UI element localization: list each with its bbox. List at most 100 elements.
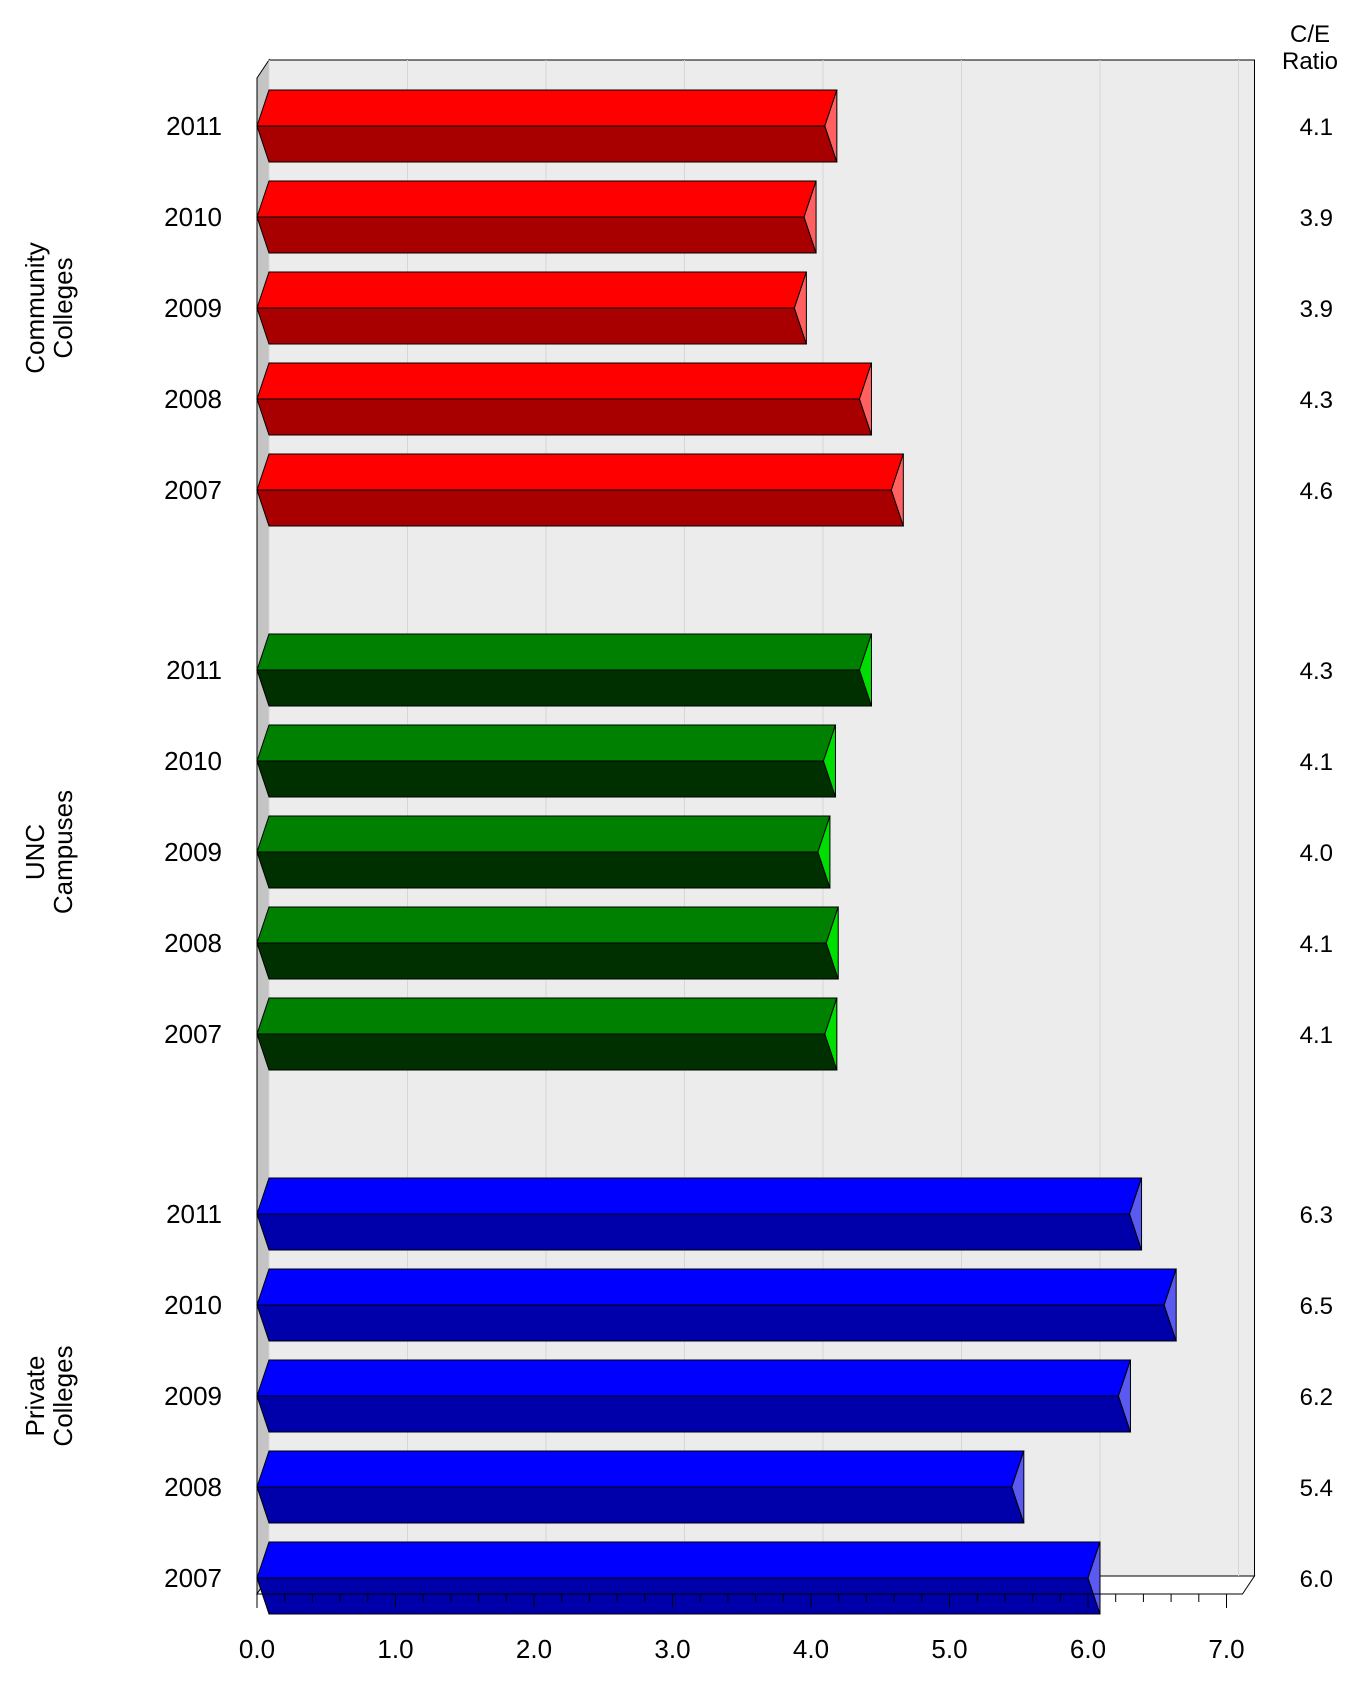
bar-bottom-face xyxy=(256,216,817,254)
bar-end-cap xyxy=(1117,1359,1131,1433)
bar-end-cap xyxy=(1129,1177,1143,1251)
x-tick-label: 1.0 xyxy=(377,1634,413,1664)
year-label: 2007 xyxy=(164,475,222,505)
group-label: PrivateColleges xyxy=(20,1345,78,1446)
bar-top-face xyxy=(256,633,873,671)
bar-top-face xyxy=(256,997,838,1035)
bar-bottom-face xyxy=(256,1033,838,1071)
x-tick-label: 0.0 xyxy=(239,1634,275,1664)
bar-bottom-face xyxy=(256,851,831,889)
x-axis: 0.0 1.0 2.0 3.0 4.0 5.0 6.0 7.0 xyxy=(239,1593,1245,1664)
bar-community-2008 xyxy=(256,362,873,436)
group-label: CommunityColleges xyxy=(20,242,78,373)
bar-community-2007 xyxy=(256,453,905,527)
bar-bottom-face xyxy=(256,1395,1132,1433)
bar-bottom-face xyxy=(256,489,905,527)
ratio-value-label: 4.0 xyxy=(1300,840,1333,867)
bar-bottom-face xyxy=(256,942,839,980)
bar-private-2008 xyxy=(256,1450,1025,1524)
bar-unc-2011 xyxy=(256,633,873,707)
year-label: 2011 xyxy=(166,655,222,685)
bar-end-cap xyxy=(858,633,872,707)
value-labels: 4.1 3.9 3.9 4.3 4.6 4.3 4.1 4.0 4.1 4.1 6.3 6.5 6.2 5… xyxy=(1300,114,1333,1593)
ratio-header-line-1: C/E xyxy=(1290,21,1330,48)
ratio-value-label: 6.2 xyxy=(1300,1384,1333,1411)
year-label: 2010 xyxy=(164,746,222,776)
x-tick-label: 7.0 xyxy=(1208,1634,1244,1664)
bar-community-2009 xyxy=(256,271,808,345)
year-label: 2007 xyxy=(164,1019,222,1049)
group-label-line: Colleges xyxy=(48,1345,78,1446)
bars xyxy=(256,89,1177,1615)
ratio-value-label: 4.6 xyxy=(1300,478,1333,505)
group-label-line: Colleges xyxy=(48,257,78,358)
bar-bottom-face xyxy=(256,760,837,798)
year-label: 2011 xyxy=(166,111,222,141)
bar-unc-2007 xyxy=(256,997,838,1071)
year-label: 2008 xyxy=(164,928,222,958)
bar-bottom-face xyxy=(256,1213,1143,1251)
x-tick-label: 2.0 xyxy=(516,1634,552,1664)
group-label-line: UNC xyxy=(20,824,50,880)
bar-top-face xyxy=(256,271,808,309)
bar-private-2009 xyxy=(256,1359,1132,1433)
bar-top-face xyxy=(256,815,831,853)
bar-top-face xyxy=(256,180,817,218)
ratio-header-line-2: Ratio xyxy=(1282,48,1338,75)
bar-top-face xyxy=(256,1268,1177,1306)
bar-community-2010 xyxy=(256,180,817,254)
bar-end-cap xyxy=(890,453,904,527)
x-tick-label: 4.0 xyxy=(793,1634,829,1664)
ratio-value-label: 5.4 xyxy=(1300,1475,1333,1502)
bar-top-face xyxy=(256,89,838,127)
x-tick-label: 6.0 xyxy=(1070,1634,1106,1664)
bar-community-2011 xyxy=(256,89,838,163)
year-label: 2009 xyxy=(164,1381,222,1411)
bar-end-cap xyxy=(1087,1541,1101,1615)
bar-end-cap xyxy=(1163,1268,1177,1342)
bar-unc-2010 xyxy=(256,724,837,798)
bar-private-2007 xyxy=(256,1541,1101,1615)
bar-top-face xyxy=(256,1541,1101,1579)
bar-bottom-face xyxy=(256,1577,1101,1615)
bar-end-cap xyxy=(825,906,839,980)
bar-unc-2008 xyxy=(256,906,839,980)
year-label: 2008 xyxy=(164,1472,222,1502)
bar-top-face xyxy=(256,1450,1025,1488)
bar-bottom-face xyxy=(256,307,808,345)
bar-end-cap xyxy=(793,271,807,345)
ratio-value-label: 6.0 xyxy=(1300,1566,1333,1593)
bar-end-cap xyxy=(822,724,836,798)
ratio-value-label: 4.1 xyxy=(1300,1022,1333,1049)
bar-bottom-face xyxy=(256,1486,1025,1524)
year-label: 2007 xyxy=(164,1563,222,1593)
bar-private-2011 xyxy=(256,1177,1143,1251)
ratio-value-label: 4.3 xyxy=(1300,658,1333,685)
year-label: 2009 xyxy=(164,293,222,323)
bar-top-face xyxy=(256,724,837,762)
bar-end-cap xyxy=(817,815,831,889)
year-label: 2009 xyxy=(164,837,222,867)
category-labels: 2011 2010 2009 2008 2007 CommunityColleges 201… xyxy=(20,111,222,1593)
bar-top-face xyxy=(256,1359,1132,1397)
year-label: 2008 xyxy=(164,384,222,414)
bar-bottom-face xyxy=(256,1304,1177,1342)
bar-end-cap xyxy=(1011,1450,1025,1524)
bar-bottom-face xyxy=(256,398,873,436)
bar-end-cap xyxy=(824,89,838,163)
ratio-value-label: 6.5 xyxy=(1300,1293,1333,1320)
ratio-value-label: 4.1 xyxy=(1300,931,1333,958)
ratio-value-label: 6.3 xyxy=(1300,1202,1333,1229)
ratio-value-label: 4.1 xyxy=(1300,749,1333,776)
group-label: UNCCampuses xyxy=(20,790,78,914)
bar-private-2010 xyxy=(256,1268,1177,1342)
ratio-value-label: 4.1 xyxy=(1300,114,1333,141)
group-label-line: Private xyxy=(20,1356,50,1437)
year-label: 2010 xyxy=(164,202,222,232)
x-tick-label: 3.0 xyxy=(654,1634,690,1664)
bar-unc-2009 xyxy=(256,815,831,889)
bar-top-face xyxy=(256,906,839,944)
x-tick-label: 5.0 xyxy=(931,1634,967,1664)
bar-top-face xyxy=(256,362,873,400)
